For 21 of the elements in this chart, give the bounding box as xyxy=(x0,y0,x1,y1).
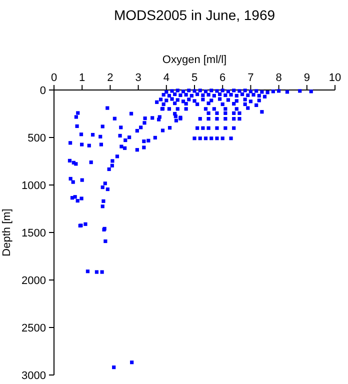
x-tick-label: 6 xyxy=(220,72,226,84)
x-tick-label: 5 xyxy=(191,72,198,84)
x-tick-label: 4 xyxy=(163,72,170,84)
y-tick-label: 2000 xyxy=(22,274,46,287)
x-axis-title: Oxygen [ml/l] xyxy=(162,54,227,66)
y-tick-label: 3000 xyxy=(22,370,46,382)
x-tick-label: 2 xyxy=(107,72,114,84)
y-tick-label: 0 xyxy=(40,84,46,97)
x-tick-label: 1 xyxy=(79,72,86,84)
x-tick-label: 0 xyxy=(50,72,58,84)
x-tick-label: 8 xyxy=(276,72,282,84)
x-tick-label: 7 xyxy=(248,72,254,84)
chart-title: MODS2005 in June, 1969 xyxy=(114,7,276,23)
y-tick-label: 500 xyxy=(28,132,46,144)
y-tick-label: 2500 xyxy=(22,322,46,334)
x-tick-label: 9 xyxy=(304,72,310,84)
y-tick-label: 1000 xyxy=(22,180,46,192)
y-tick-label: 1500 xyxy=(22,227,46,240)
x-tick-label: 3 xyxy=(135,72,142,84)
y-axis-title: Depth [m] xyxy=(1,208,13,256)
x-tick-label: 10 xyxy=(328,72,342,84)
